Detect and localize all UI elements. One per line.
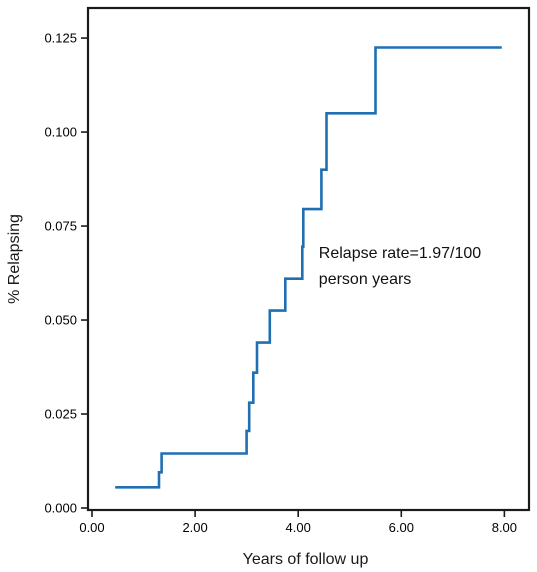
y-tick-label-5: 0.125	[44, 31, 77, 46]
y-tick-label-3: 0.075	[44, 219, 77, 234]
y-tick-label-1: 0.025	[44, 407, 77, 422]
y-tick-label-4: 0.100	[44, 125, 77, 140]
annotation-line-0: Relapse rate=1.97/100	[319, 245, 481, 262]
x-tick-label-1: 2.00	[182, 520, 207, 535]
y-tick-label-2: 0.050	[44, 313, 77, 328]
x-tick-label-3: 6.00	[389, 520, 414, 535]
annotation-line-1: person years	[319, 271, 412, 288]
plot-frame	[86, 6, 531, 512]
x-tick-label-4: 8.00	[492, 520, 517, 535]
x-tick-label-2: 4.00	[286, 520, 311, 535]
relapse-step-line	[115, 46, 502, 489]
x-tick-label-0: 0.00	[79, 520, 104, 535]
x-axis: 0.00 2.00 4.00 6.00 8.00	[79, 510, 517, 535]
y-axis: 0.000 0.025 0.050 0.075 0.100 0.125	[44, 31, 88, 516]
x-axis-title: Years of follow up	[243, 551, 369, 568]
plot-area	[86, 6, 531, 512]
relapse-rate-annotation: Relapse rate=1.97/100 person years	[319, 245, 481, 288]
y-tick-label-0: 0.000	[44, 501, 77, 516]
y-axis-title: % Relapsing	[6, 214, 23, 304]
